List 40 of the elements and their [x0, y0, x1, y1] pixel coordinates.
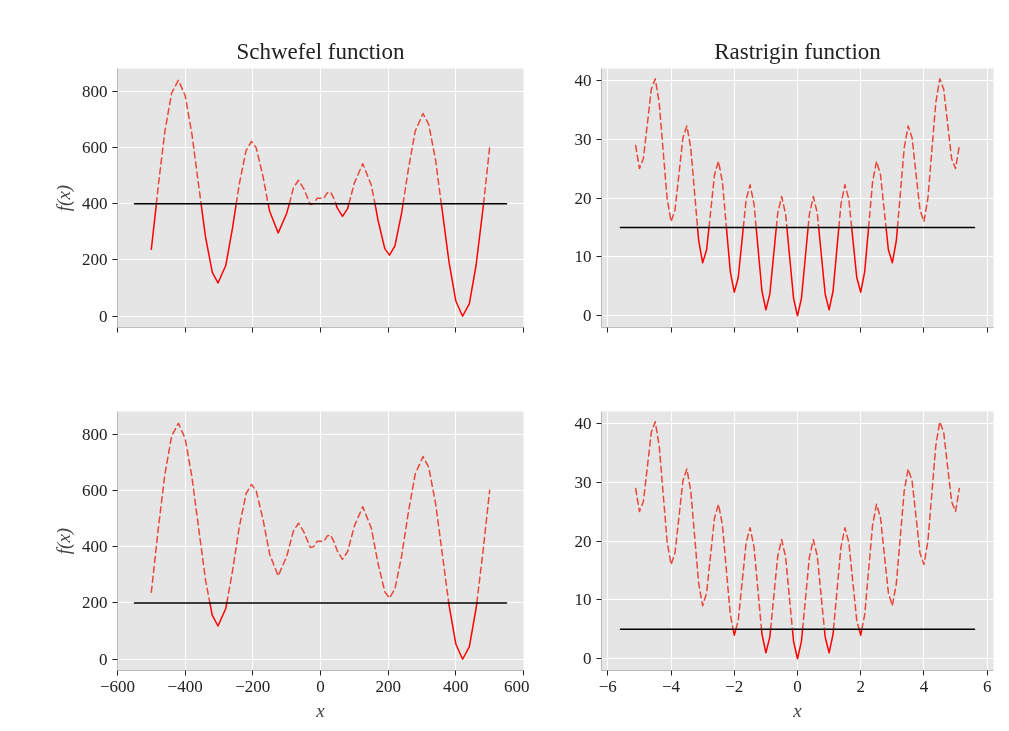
x-tick-label: 400: [443, 676, 469, 696]
chart-title: Rastrigin function: [714, 38, 882, 64]
x-tick-label: 6: [982, 676, 992, 696]
y-tick-label: 30: [574, 472, 592, 492]
x-tick-label: 0: [793, 676, 802, 696]
y-tick-label: 0: [99, 649, 108, 669]
x-tick-label: −4: [662, 676, 681, 696]
y-tick-label: 400: [82, 194, 108, 214]
x-tick-label: 0: [316, 676, 325, 696]
x-tick-label: 4: [919, 676, 929, 696]
y-tick-label: 800: [82, 81, 108, 101]
y-axis-title: f(x): [53, 527, 75, 555]
y-tick-label: 200: [82, 593, 108, 613]
x-tick-label: −2: [725, 676, 744, 696]
y-tick-label: 10: [574, 247, 592, 267]
x-tick-label: 600: [504, 676, 530, 696]
x-tick-label: −200: [235, 676, 271, 696]
x-tick-label: −400: [167, 676, 203, 696]
y-tick-label: 600: [82, 137, 108, 157]
x-axis-title: x: [315, 699, 326, 721]
x-tick-label: 2: [856, 676, 865, 696]
y-tick-label: 800: [82, 424, 108, 444]
x-tick-label: −600: [99, 676, 136, 696]
y-tick-label: 10: [574, 590, 592, 610]
y-tick-label: 20: [574, 188, 592, 208]
y-tick-label: 200: [82, 250, 108, 270]
y-tick-label: 0: [583, 649, 592, 669]
y-tick-label: 40: [574, 70, 592, 90]
y-axis-title: f(x): [53, 184, 75, 212]
x-tick-label: −6: [598, 676, 617, 696]
y-tick-label: 0: [99, 306, 108, 326]
x-axis-title: x: [792, 699, 803, 721]
y-tick-label: 20: [574, 531, 592, 551]
chart-title: Schwefel function: [236, 38, 405, 64]
y-tick-label: 0: [583, 306, 592, 326]
y-tick-label: 400: [82, 537, 108, 557]
y-tick-label: 30: [574, 129, 592, 149]
y-tick-label: 600: [82, 480, 108, 500]
x-tick-label: 200: [375, 676, 401, 696]
y-tick-label: 40: [574, 413, 592, 433]
